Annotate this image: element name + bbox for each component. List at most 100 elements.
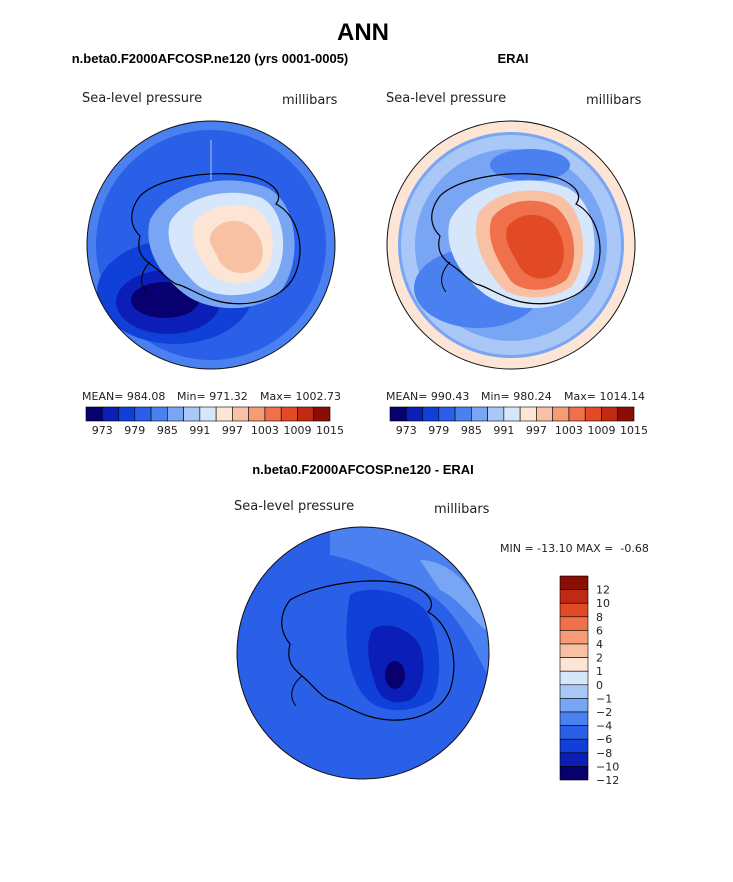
panel-a-colorbar-tick-label: 985 [157,424,178,437]
panel-a-colorbar-swatch [183,406,201,422]
panel-c-colorbar-swatch [559,630,589,645]
panel-c-colorbar-tick-label: 8 [596,611,603,624]
panel-b-colorbar-swatch [503,406,521,422]
panel-a-max: Max= 1002.73 [260,390,341,403]
panel-b-colorbar-swatch [584,406,602,422]
panel-c-colorbar-tick-label: −6 [596,733,612,746]
panel-c-colorbar-swatch [559,766,589,781]
panel-b-colorbar-swatch [617,406,635,422]
main-title: ANN [337,19,389,46]
panel-b-units: millibars [586,93,642,108]
panel-c-map [236,526,490,780]
panel-a-colorbar-swatch [280,406,298,422]
panel-c-title: n.beta0.F2000AFCOSP.ne120 - ERAI [252,462,474,477]
panel-c-colorbar-tick-label: 0 [596,679,603,692]
panel-c-colorbar-swatch [559,616,589,631]
panel-b-colorbar-ticks: 973 979 985 991 997 1003 1009 1015 [396,424,648,437]
panel-c-colorbar-tick-label: −1 [596,692,612,705]
panel-b-low-north [490,149,570,181]
panel-c-colorbar-tick-label: −12 [596,774,619,787]
panel-c-colorbar-swatch [559,738,589,754]
panel-b-max: Max= 1014.14 [564,390,645,403]
panel-a-colorbar-tick-label: 997 [222,424,243,437]
panel-b-peninsula [441,261,451,293]
panel-a-title: n.beta0.F2000AFCOSP.ne120 (yrs 0001-0005… [72,51,349,66]
panel-a-colorbar-swatch [232,406,249,422]
panel-b-colorbar-swatch [438,406,456,422]
panel-b-colorbar [389,406,635,422]
panel-c-colorbar-tick-label: 6 [596,624,603,637]
panel-c-colorbar-swatch [559,711,589,726]
panel-c-colorbar-swatch [559,684,589,699]
panel-b-min: Min= 980.24 [481,390,552,403]
panel-c-colorbar [559,575,589,781]
panel-c-colorbar-tick-label: −10 [596,760,619,773]
panel-a-colorbar-swatch [264,406,282,422]
panel-a-mean: MEAN= 984.08 [82,390,165,403]
panel-b-map [386,120,636,370]
panel-c-colorbar-swatch [559,575,589,590]
panel-a-colorbar-tick-label: 1015 [316,424,344,437]
panel-a-colorbar [85,406,331,422]
panel-a-colorbar-swatch [167,406,184,422]
panel-c-peninsula [291,675,303,707]
panel-c-colorbar-tick-label: 1 [596,665,603,678]
panel-c-colorbar-tick-label: 4 [596,638,603,651]
panel-c-colorbar-swatch [559,589,589,604]
panel-a-colorbar-tick-label: 979 [124,424,145,437]
panel-b-colorbar-tick-label: 973 [396,424,417,437]
panel-c-colorbar-swatch [559,670,589,686]
panel-c-colorbar-swatch [559,698,589,713]
panel-b-contour-1012 [506,214,564,279]
panel-a-peninsula [141,261,151,293]
panel-c-contour-n12 [385,661,405,689]
panel-a-min: Min= 971.32 [177,390,248,403]
panel-b-colorbar-swatch [536,406,553,422]
panel-b-mean: MEAN= 990.43 [386,390,469,403]
panel-c-minmax: MIN = -13.10 MAX = -0.68 [500,542,649,555]
panel-c-colorbar-swatch [559,725,589,740]
panel-a-colorbar-swatch [199,406,217,422]
panel-a-coastline [131,173,301,305]
panel-a-colorbar-swatch [248,406,266,422]
panel-b-title: ERAI [497,51,528,66]
panel-a-colorbar-swatch [150,406,168,422]
panel-c-colorbar-tick-label: 2 [596,652,603,665]
panel-a-colorbar-swatch [313,406,331,422]
panel-a-colorbar-swatch [134,406,152,422]
panel-a-colorbar-swatch [101,406,119,422]
panel-c-colorbar-tick-label: 12 [596,584,610,597]
panel-c-variable-label: Sea-level pressure [234,499,354,514]
panel-b-colorbar-tick-label: 979 [428,424,449,437]
panel-a-units: millibars [282,93,338,108]
panel-a-colorbar-tick-label: 973 [92,424,113,437]
panel-a-map-border [86,120,336,370]
panel-a-colorbar-tick-label: 1009 [283,424,311,437]
panel-b-colorbar-tick-label: 1003 [555,424,583,437]
panel-c-map-border [236,526,490,780]
panel-b-colorbar-swatch [552,406,570,422]
panel-b-colorbar-tick-label: 1009 [587,424,615,437]
panel-b-variable-label: Sea-level pressure [386,91,506,106]
panel-b-colorbar-swatch [389,406,407,422]
panel-c-colorbar-swatch [559,602,589,618]
panel-c-colorbar-tick-label: −4 [596,720,612,733]
panel-c-coastline [281,580,455,721]
panel-b-colorbar-swatch [454,406,472,422]
panel-c-colorbar-tick-label: −8 [596,747,612,760]
panel-b-colorbar-swatch [487,406,505,422]
panel-b-colorbar-swatch [405,406,423,422]
panel-a-variable-label: Sea-level pressure [82,91,202,106]
panel-b-colorbar-swatch [519,406,537,422]
panel-c-units: millibars [434,502,490,517]
panel-b-colorbar-tick-label: 1015 [620,424,648,437]
panel-a-colorbar-swatch [297,406,315,422]
panel-a-colorbar-swatch [215,406,233,422]
panel-a-colorbar-tick-label: 991 [189,424,210,437]
panel-c-colorbar-tick-label: −2 [596,706,612,719]
panel-c-colorbar-swatch [559,752,589,767]
panel-a-colorbar-swatch [85,406,103,422]
panel-a-colorbar-swatch [118,406,136,422]
